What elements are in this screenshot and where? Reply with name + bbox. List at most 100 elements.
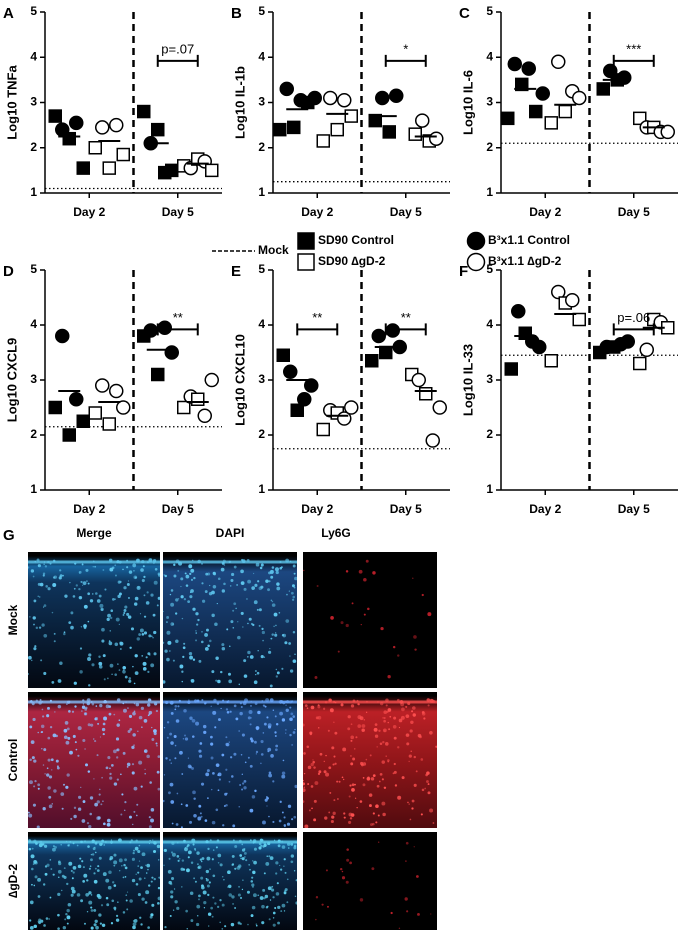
micrograph-content bbox=[303, 692, 437, 828]
cell bbox=[268, 855, 271, 858]
tissue bbox=[303, 696, 437, 828]
cell bbox=[166, 736, 169, 739]
cell bbox=[190, 568, 195, 573]
cell bbox=[405, 714, 410, 719]
cell bbox=[246, 598, 248, 600]
cell bbox=[241, 888, 244, 891]
cell bbox=[196, 922, 200, 927]
cell bbox=[311, 807, 313, 810]
cell bbox=[309, 732, 312, 736]
cell bbox=[30, 854, 35, 859]
cell bbox=[151, 635, 153, 638]
cell bbox=[55, 759, 59, 763]
cell bbox=[180, 867, 184, 871]
y-tick-label: 2 bbox=[258, 140, 265, 154]
cell bbox=[43, 563, 45, 566]
cell bbox=[39, 582, 44, 587]
cell bbox=[277, 921, 280, 925]
cell bbox=[136, 814, 138, 817]
data-point bbox=[69, 392, 84, 407]
cell bbox=[378, 729, 381, 732]
cell bbox=[374, 734, 379, 738]
y-tick-label: 1 bbox=[486, 185, 493, 199]
cell bbox=[281, 634, 285, 637]
tissue bbox=[163, 836, 297, 930]
cell bbox=[292, 731, 296, 734]
cell bbox=[267, 886, 272, 891]
cell bbox=[310, 705, 315, 710]
cell bbox=[41, 708, 44, 711]
cell bbox=[56, 766, 60, 770]
cell bbox=[252, 886, 254, 888]
cell bbox=[139, 916, 142, 919]
cell bbox=[124, 809, 126, 812]
cell bbox=[224, 925, 227, 928]
cell bbox=[170, 762, 172, 764]
cell bbox=[205, 572, 209, 576]
cell bbox=[92, 566, 94, 568]
cell bbox=[239, 854, 243, 857]
cell bbox=[273, 612, 278, 617]
cell bbox=[66, 703, 68, 705]
cell bbox=[90, 853, 93, 856]
cell bbox=[274, 715, 277, 718]
cell bbox=[249, 655, 254, 659]
cell bbox=[158, 876, 160, 879]
cell bbox=[340, 621, 344, 625]
cell bbox=[84, 706, 88, 710]
cell bbox=[103, 716, 108, 721]
cell bbox=[293, 846, 297, 850]
cell bbox=[133, 570, 135, 572]
cell bbox=[271, 603, 276, 607]
cell bbox=[187, 850, 192, 855]
cell bbox=[109, 857, 112, 861]
cell bbox=[94, 717, 99, 721]
cell bbox=[197, 865, 202, 869]
y-tick-label: 2 bbox=[258, 427, 265, 441]
cell bbox=[257, 580, 260, 583]
cell bbox=[345, 570, 349, 573]
cell bbox=[291, 818, 294, 821]
cell bbox=[208, 881, 211, 884]
cell bbox=[29, 725, 33, 729]
data-point bbox=[344, 400, 359, 415]
cell bbox=[212, 710, 217, 715]
cell bbox=[31, 883, 33, 886]
cell bbox=[66, 727, 70, 731]
cell bbox=[157, 896, 160, 901]
cell bbox=[140, 568, 144, 572]
cell bbox=[247, 923, 249, 926]
cell bbox=[125, 899, 128, 902]
cell bbox=[37, 783, 41, 787]
cell bbox=[154, 567, 158, 571]
cell bbox=[166, 657, 170, 662]
cell bbox=[331, 746, 335, 750]
cell bbox=[140, 923, 143, 926]
cell bbox=[82, 880, 86, 883]
significance-label: p=.06 bbox=[617, 310, 650, 325]
cell bbox=[214, 902, 217, 905]
cell bbox=[74, 705, 77, 708]
cell bbox=[243, 674, 248, 678]
cell bbox=[254, 789, 257, 793]
cell bbox=[405, 860, 407, 862]
cell bbox=[182, 655, 185, 659]
cell bbox=[112, 881, 115, 884]
cell bbox=[200, 815, 203, 818]
cell bbox=[44, 773, 46, 775]
cell bbox=[146, 754, 150, 759]
cell bbox=[122, 666, 127, 670]
cell bbox=[98, 594, 102, 598]
cell bbox=[240, 581, 245, 586]
cell bbox=[283, 858, 286, 861]
cell bbox=[217, 774, 220, 776]
cell bbox=[86, 911, 89, 913]
cell bbox=[41, 730, 44, 733]
cell bbox=[383, 710, 388, 715]
cell bbox=[200, 640, 204, 644]
cell bbox=[216, 602, 218, 605]
cell bbox=[286, 822, 291, 826]
cell bbox=[249, 868, 251, 871]
cell bbox=[313, 799, 317, 803]
cell bbox=[127, 729, 131, 734]
